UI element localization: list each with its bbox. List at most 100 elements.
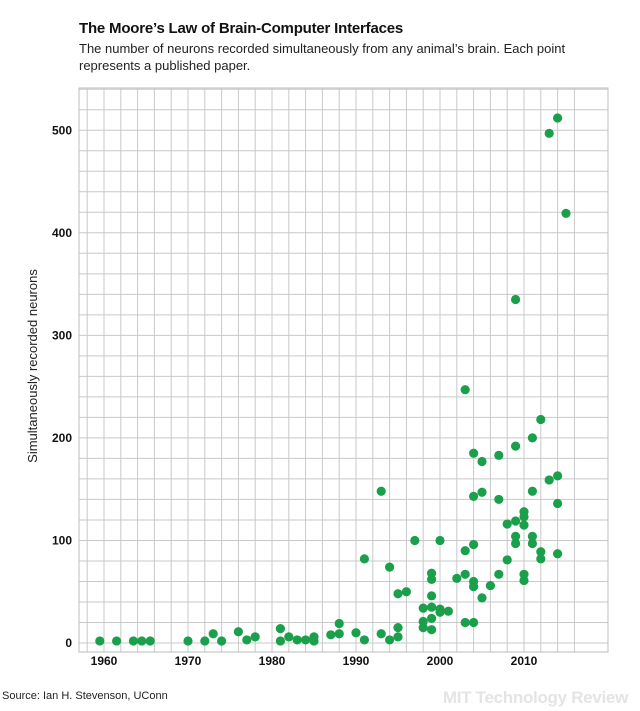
data-point xyxy=(359,554,369,564)
data-point xyxy=(519,512,529,522)
x-tick-label: 2010 xyxy=(511,654,538,668)
y-axis-label: Simultaneously recorded neurons xyxy=(25,269,40,463)
data-point xyxy=(469,617,479,628)
data-point xyxy=(460,546,470,556)
data-point xyxy=(544,128,554,138)
data-point xyxy=(301,635,311,645)
data-point xyxy=(418,623,428,633)
data-point xyxy=(208,629,218,639)
data-points xyxy=(95,113,571,646)
plot-border xyxy=(78,87,609,653)
data-point xyxy=(544,475,554,485)
data-point xyxy=(275,624,285,634)
data-point xyxy=(460,385,470,395)
data-point xyxy=(435,535,445,546)
data-point xyxy=(494,450,504,460)
data-point xyxy=(469,448,479,458)
data-point xyxy=(217,636,227,646)
x-tick-label: 1990 xyxy=(343,654,370,668)
data-point xyxy=(292,635,302,645)
data-point xyxy=(553,498,563,509)
data-point xyxy=(536,547,546,557)
data-point xyxy=(250,632,260,642)
y-tick-label: 200 xyxy=(52,431,72,445)
y-tick-label: 400 xyxy=(52,226,72,240)
data-point xyxy=(427,602,437,612)
data-point xyxy=(510,441,521,451)
source-note: Source: Ian H. Stevenson, UConn xyxy=(2,690,168,702)
data-point xyxy=(393,623,403,633)
data-point xyxy=(502,555,512,565)
data-point xyxy=(200,636,210,646)
data-point xyxy=(527,486,538,496)
data-point xyxy=(477,487,487,497)
data-point xyxy=(233,627,243,637)
x-tick-label: 2000 xyxy=(427,654,454,668)
y-tick-label: 300 xyxy=(52,328,72,342)
data-point xyxy=(519,575,529,586)
data-point xyxy=(326,630,336,640)
data-point xyxy=(469,581,479,592)
x-tick-label: 1970 xyxy=(175,654,202,668)
data-point xyxy=(410,535,420,546)
data-point xyxy=(376,486,386,496)
data-point xyxy=(334,629,344,639)
data-point xyxy=(553,471,563,481)
data-point xyxy=(145,636,155,646)
data-point xyxy=(427,574,437,585)
data-point xyxy=(527,433,538,443)
y-tick-label: 500 xyxy=(52,123,72,137)
chart-title: The Moore’s Law of Brain-Computer Interf… xyxy=(79,20,404,37)
data-point xyxy=(536,554,546,564)
data-point xyxy=(460,617,470,628)
data-point xyxy=(351,628,361,638)
data-point xyxy=(494,494,504,505)
chart-subtitle: The number of neurons recorded simultane… xyxy=(79,41,566,73)
data-point xyxy=(469,491,479,501)
data-point xyxy=(112,636,122,646)
data-point xyxy=(137,636,147,646)
data-point xyxy=(536,414,546,425)
data-point xyxy=(128,636,138,646)
y-tick-label: 100 xyxy=(52,533,72,547)
data-point xyxy=(553,549,563,559)
data-point xyxy=(527,538,538,549)
data-point xyxy=(275,636,285,646)
data-point xyxy=(385,562,395,572)
data-point xyxy=(334,618,344,629)
watermark: MIT Technology Review xyxy=(442,688,628,707)
data-point xyxy=(553,113,563,123)
data-point xyxy=(460,569,470,579)
data-point xyxy=(502,519,512,529)
data-point xyxy=(427,613,437,623)
data-point xyxy=(510,516,521,526)
data-point xyxy=(427,591,437,601)
data-point xyxy=(183,636,193,646)
data-point xyxy=(510,294,521,305)
data-point xyxy=(393,632,403,642)
data-point xyxy=(284,632,294,642)
data-point xyxy=(418,603,428,613)
data-point xyxy=(385,635,395,645)
data-point xyxy=(376,629,386,639)
data-point xyxy=(242,635,252,645)
data-point xyxy=(510,538,521,549)
grid xyxy=(78,87,609,653)
data-point xyxy=(443,606,453,616)
data-point xyxy=(477,456,487,467)
data-point xyxy=(393,589,403,599)
data-point xyxy=(95,636,105,646)
axis-ticks: 1960 1970 1980 1990 2000 2010 0 100 200 300 400 500 xyxy=(52,123,538,668)
data-point xyxy=(427,625,437,635)
data-point xyxy=(452,573,462,583)
data-point xyxy=(359,635,369,645)
data-point xyxy=(469,539,479,550)
y-tick-label: 0 xyxy=(65,636,72,650)
data-point xyxy=(510,531,521,541)
data-point xyxy=(494,569,504,579)
x-tick-label: 1980 xyxy=(259,654,286,668)
data-point xyxy=(527,531,538,541)
data-point xyxy=(519,520,529,530)
data-point xyxy=(309,636,319,646)
